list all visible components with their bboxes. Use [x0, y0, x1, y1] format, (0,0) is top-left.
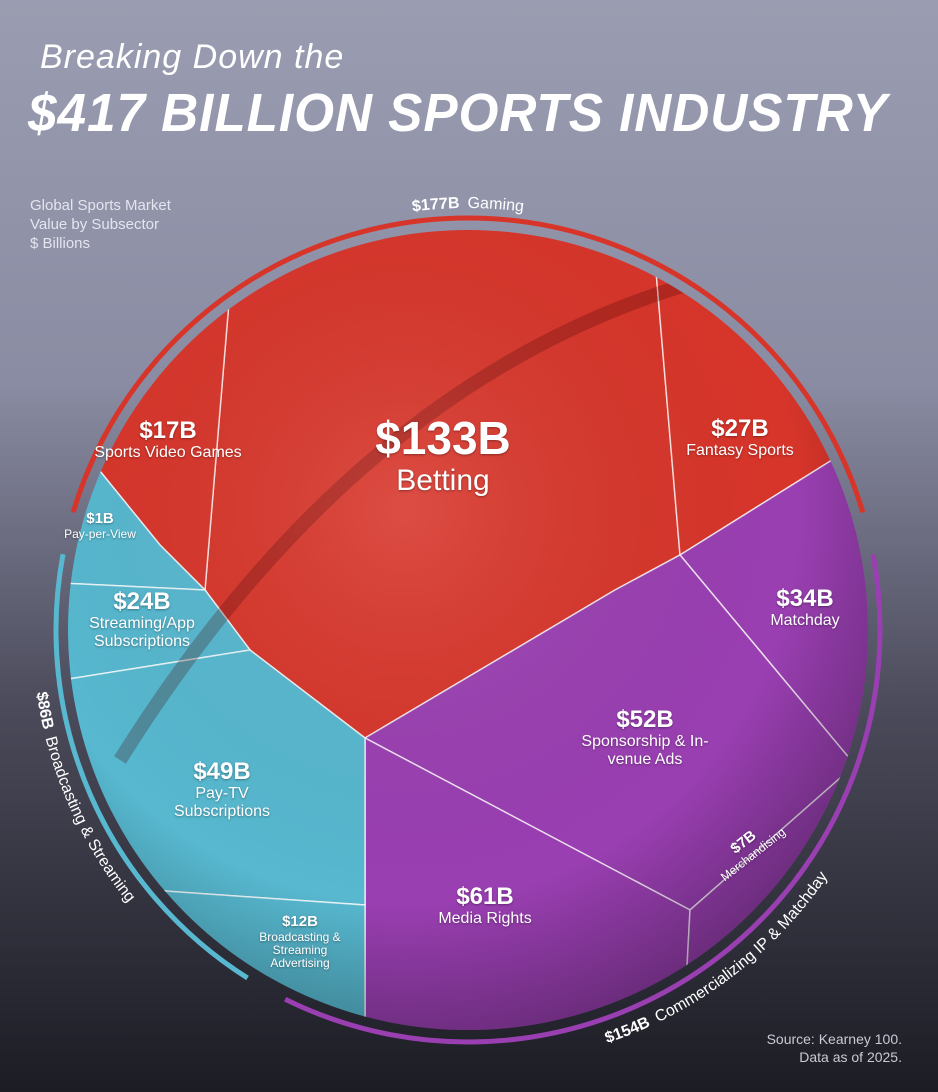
cell-label: $27B Fantasy Sports: [686, 415, 794, 460]
cell-name: Matchday: [770, 612, 840, 630]
note-line: Global Sports Market: [30, 197, 171, 214]
cell-value: $49B: [193, 758, 251, 786]
group-value: $177B: [411, 195, 460, 216]
group-arc: [53, 553, 249, 981]
note-line: Value by Subsector: [30, 216, 159, 233]
cell-name: Sponsorship & In-venue Ads: [581, 733, 709, 769]
cell-name: Sports Video Games: [94, 444, 242, 462]
cell-value: $133B: [375, 412, 511, 465]
note-line: $ Billions: [30, 235, 91, 252]
cell-value: $24B: [113, 588, 171, 616]
cell-name: Media Rights: [438, 910, 532, 928]
cell-value: $12B: [282, 912, 318, 930]
source-line: Data as of 2025.: [799, 1049, 902, 1065]
cell-label: $24B Streaming/App Subscriptions: [67, 588, 217, 651]
cell-name: Fantasy Sports: [686, 442, 794, 460]
cell-value: $27B: [711, 415, 769, 443]
ball-shade: [68, 230, 868, 1030]
cell-label: $133B Betting: [375, 413, 511, 497]
note: Global Sports Market Value by Subsector …: [30, 196, 171, 253]
cell-name: Broadcasting & Streaming Advertising: [259, 929, 341, 970]
source-line: Source: Kearney 100.: [766, 1031, 902, 1047]
group-label: $177B Gaming: [411, 195, 525, 216]
cell-value: $61B: [456, 883, 514, 911]
cell-label: $34B Matchday: [770, 585, 840, 630]
group-arc: [284, 553, 883, 1045]
source: Source: Kearney 100. Data as of 2025.: [767, 1030, 902, 1066]
cell-label: $61B Media Rights: [438, 883, 532, 928]
cell-name: Betting: [396, 463, 490, 497]
cell-label: $49B Pay-TV Subscriptions: [147, 758, 297, 821]
title: Breaking Down the: [40, 38, 345, 76]
subtitle: $417 BILLION SPORTS INDUSTRY: [28, 83, 888, 143]
group-arc: [70, 215, 866, 514]
cell-value: $1B: [86, 510, 114, 528]
cell-value: $52B: [616, 706, 674, 734]
cell-value: $34B: [776, 585, 834, 613]
cell-value: $17B: [139, 417, 197, 445]
cell-name: Pay-TV Subscriptions: [173, 785, 271, 821]
cell-label: $1B Pay-per-View: [64, 511, 136, 541]
cell-name: Streaming/App Subscriptions: [89, 615, 195, 651]
group-name: Gaming: [467, 195, 525, 216]
cell-label: $12B Broadcasting & Streaming Advertising: [255, 912, 345, 970]
cell-label: $52B Sponsorship & In-venue Ads: [570, 706, 720, 769]
group-value: $86B: [33, 691, 57, 731]
group-label-path: $177B Gaming: [411, 195, 525, 216]
cell-name: Pay-per-View: [64, 526, 136, 541]
cell-label: $17B Sports Video Games: [94, 417, 242, 462]
